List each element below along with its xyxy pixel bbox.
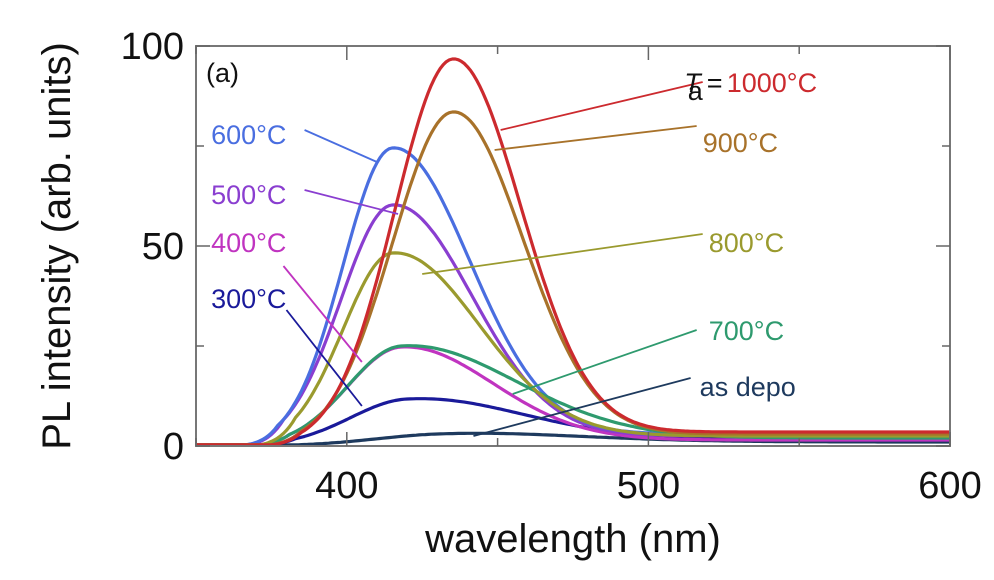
panel-label: (a) (206, 58, 239, 88)
series-label: 400°C (211, 228, 286, 258)
series-line-as-depo (196, 431, 950, 447)
y-axis-title: PL intensity (arb. units) (35, 42, 79, 450)
axes-frame (195, 45, 951, 447)
tick-labels: 400 500 600 0 50 100 (121, 26, 982, 507)
series-label: 500°C (211, 180, 286, 210)
y-tick-label: 50 (142, 226, 184, 268)
leader-line (285, 309, 363, 407)
leader-line (473, 377, 691, 437)
ta-equals: = (707, 68, 723, 98)
series-label: 600°C (211, 120, 286, 150)
series-label: 300°C (211, 284, 286, 314)
leader-line (304, 129, 378, 163)
x-tick-label: 600 (918, 465, 981, 507)
x-tick-label: 400 (315, 465, 378, 507)
plot-area (196, 57, 950, 447)
series-labels: Ta = 1000°C 900°C 800°C 700°C 600°C 500°C 400°C 3… (211, 68, 817, 402)
ta-symbol: T (684, 68, 703, 98)
series-label: as depo (700, 372, 796, 402)
series-label: 900°C (703, 128, 778, 158)
series-label: 700°C (709, 316, 784, 346)
series-line-1000-c (196, 57, 950, 447)
leader-line (304, 189, 399, 215)
series-line-900-c (196, 110, 950, 447)
y-tick-label: 0 (163, 426, 184, 468)
leader-line (494, 125, 697, 151)
leader-line (512, 329, 697, 395)
y-tick-label: 100 (121, 26, 184, 68)
axis-ticks (195, 45, 951, 447)
x-axis-title: wavelength (nm) (424, 517, 721, 561)
leader-line (422, 233, 703, 275)
ta-subscript: a (688, 76, 704, 106)
series-label: 800°C (709, 228, 784, 258)
x-tick-label: 500 (617, 465, 680, 507)
annotation-leaders (282, 81, 703, 437)
series-line-800-c (196, 251, 950, 447)
leader-line (500, 81, 703, 131)
series-label: 1000°C (727, 68, 817, 98)
leader-line (282, 265, 363, 363)
